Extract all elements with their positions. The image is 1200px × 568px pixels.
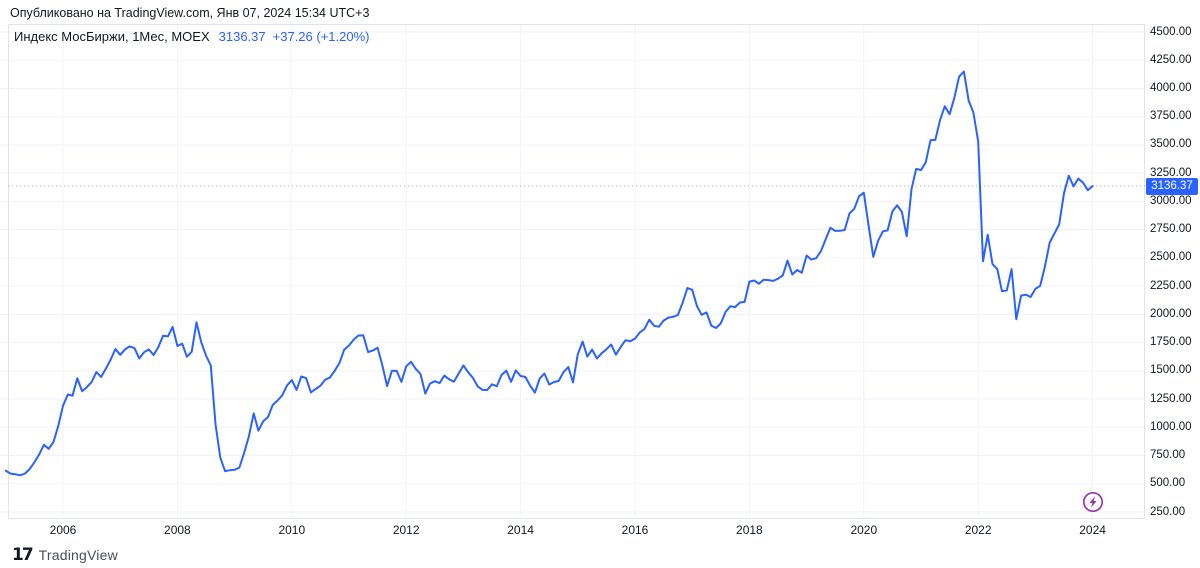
time-tick-label: 2018 (736, 523, 763, 537)
time-tick-label: 2008 (164, 523, 191, 537)
tradingview-brand-text: TradingView (38, 547, 118, 563)
chart-legend: Индекс МосБиржи, 1Мес, MOEX 3136.37 +37.26… (14, 29, 370, 45)
price-tick-label: 4250.00 (1150, 53, 1192, 66)
price-tick-label: 3250.00 (1150, 166, 1192, 179)
last-price-badge: 3136.37 (1146, 177, 1198, 195)
price-tick-label: 250.00 (1150, 505, 1186, 518)
time-tick-label: 2014 (507, 523, 534, 537)
time-tick-label: 2022 (964, 523, 992, 537)
time-tick-label: 2024 (1079, 523, 1106, 537)
time-tick-label: 2012 (392, 523, 420, 537)
price-scale[interactable]: 4500.00 4250.00 4000.00 3750.00 3500.00 3250.… (1150, 0, 1200, 540)
time-tick-label: 2006 (49, 523, 77, 537)
price-tick-label: 2250.00 (1150, 279, 1192, 292)
last-price-value: 3136.37 (218, 29, 266, 44)
time-tick-label: 2020 (850, 523, 878, 537)
price-tick-label: 2000.00 (1150, 307, 1192, 320)
price-tick-label: 1500.00 (1150, 364, 1192, 377)
price-tick-label: 3500.00 (1150, 138, 1192, 151)
symbol-title[interactable]: Индекс МосБиржи, 1Мес, MOEX (14, 29, 210, 44)
time-tick-label: 2010 (278, 523, 306, 537)
price-tick-label: 2750.00 (1150, 223, 1192, 236)
price-tick-label: 4500.00 (1150, 25, 1192, 38)
price-tick-label: 1000.00 (1150, 420, 1192, 433)
lightning-icon[interactable] (1082, 491, 1104, 513)
price-change-value: +37.26 (+1.20%) (272, 29, 370, 44)
tradingview-attribution[interactable]: 17 TradingView (12, 544, 118, 566)
price-line-series (4, 70, 1094, 477)
price-tick-label: 500.00 (1150, 477, 1186, 490)
price-tick-label: 1750.00 (1150, 336, 1192, 349)
price-tick-label: 1250.00 (1150, 392, 1192, 405)
publication-caption: Опубликовано на TradingView.com, Янв 07,… (10, 6, 370, 20)
price-tick-label: 2500.00 (1150, 251, 1192, 264)
time-tick-label: 2016 (621, 523, 649, 537)
time-scale[interactable]: 2006 2008 2010 2012 2014 2016 2018 2020 2022 2024 (0, 521, 1200, 539)
tradingview-logo-icon[interactable]: 17 (12, 545, 34, 565)
price-tick-label: 4000.00 (1150, 81, 1192, 94)
price-tick-label: 3000.00 (1150, 194, 1192, 207)
price-tick-label: 3750.00 (1150, 110, 1192, 123)
plot-border (8, 24, 1145, 519)
price-tick-label: 750.00 (1150, 449, 1186, 462)
